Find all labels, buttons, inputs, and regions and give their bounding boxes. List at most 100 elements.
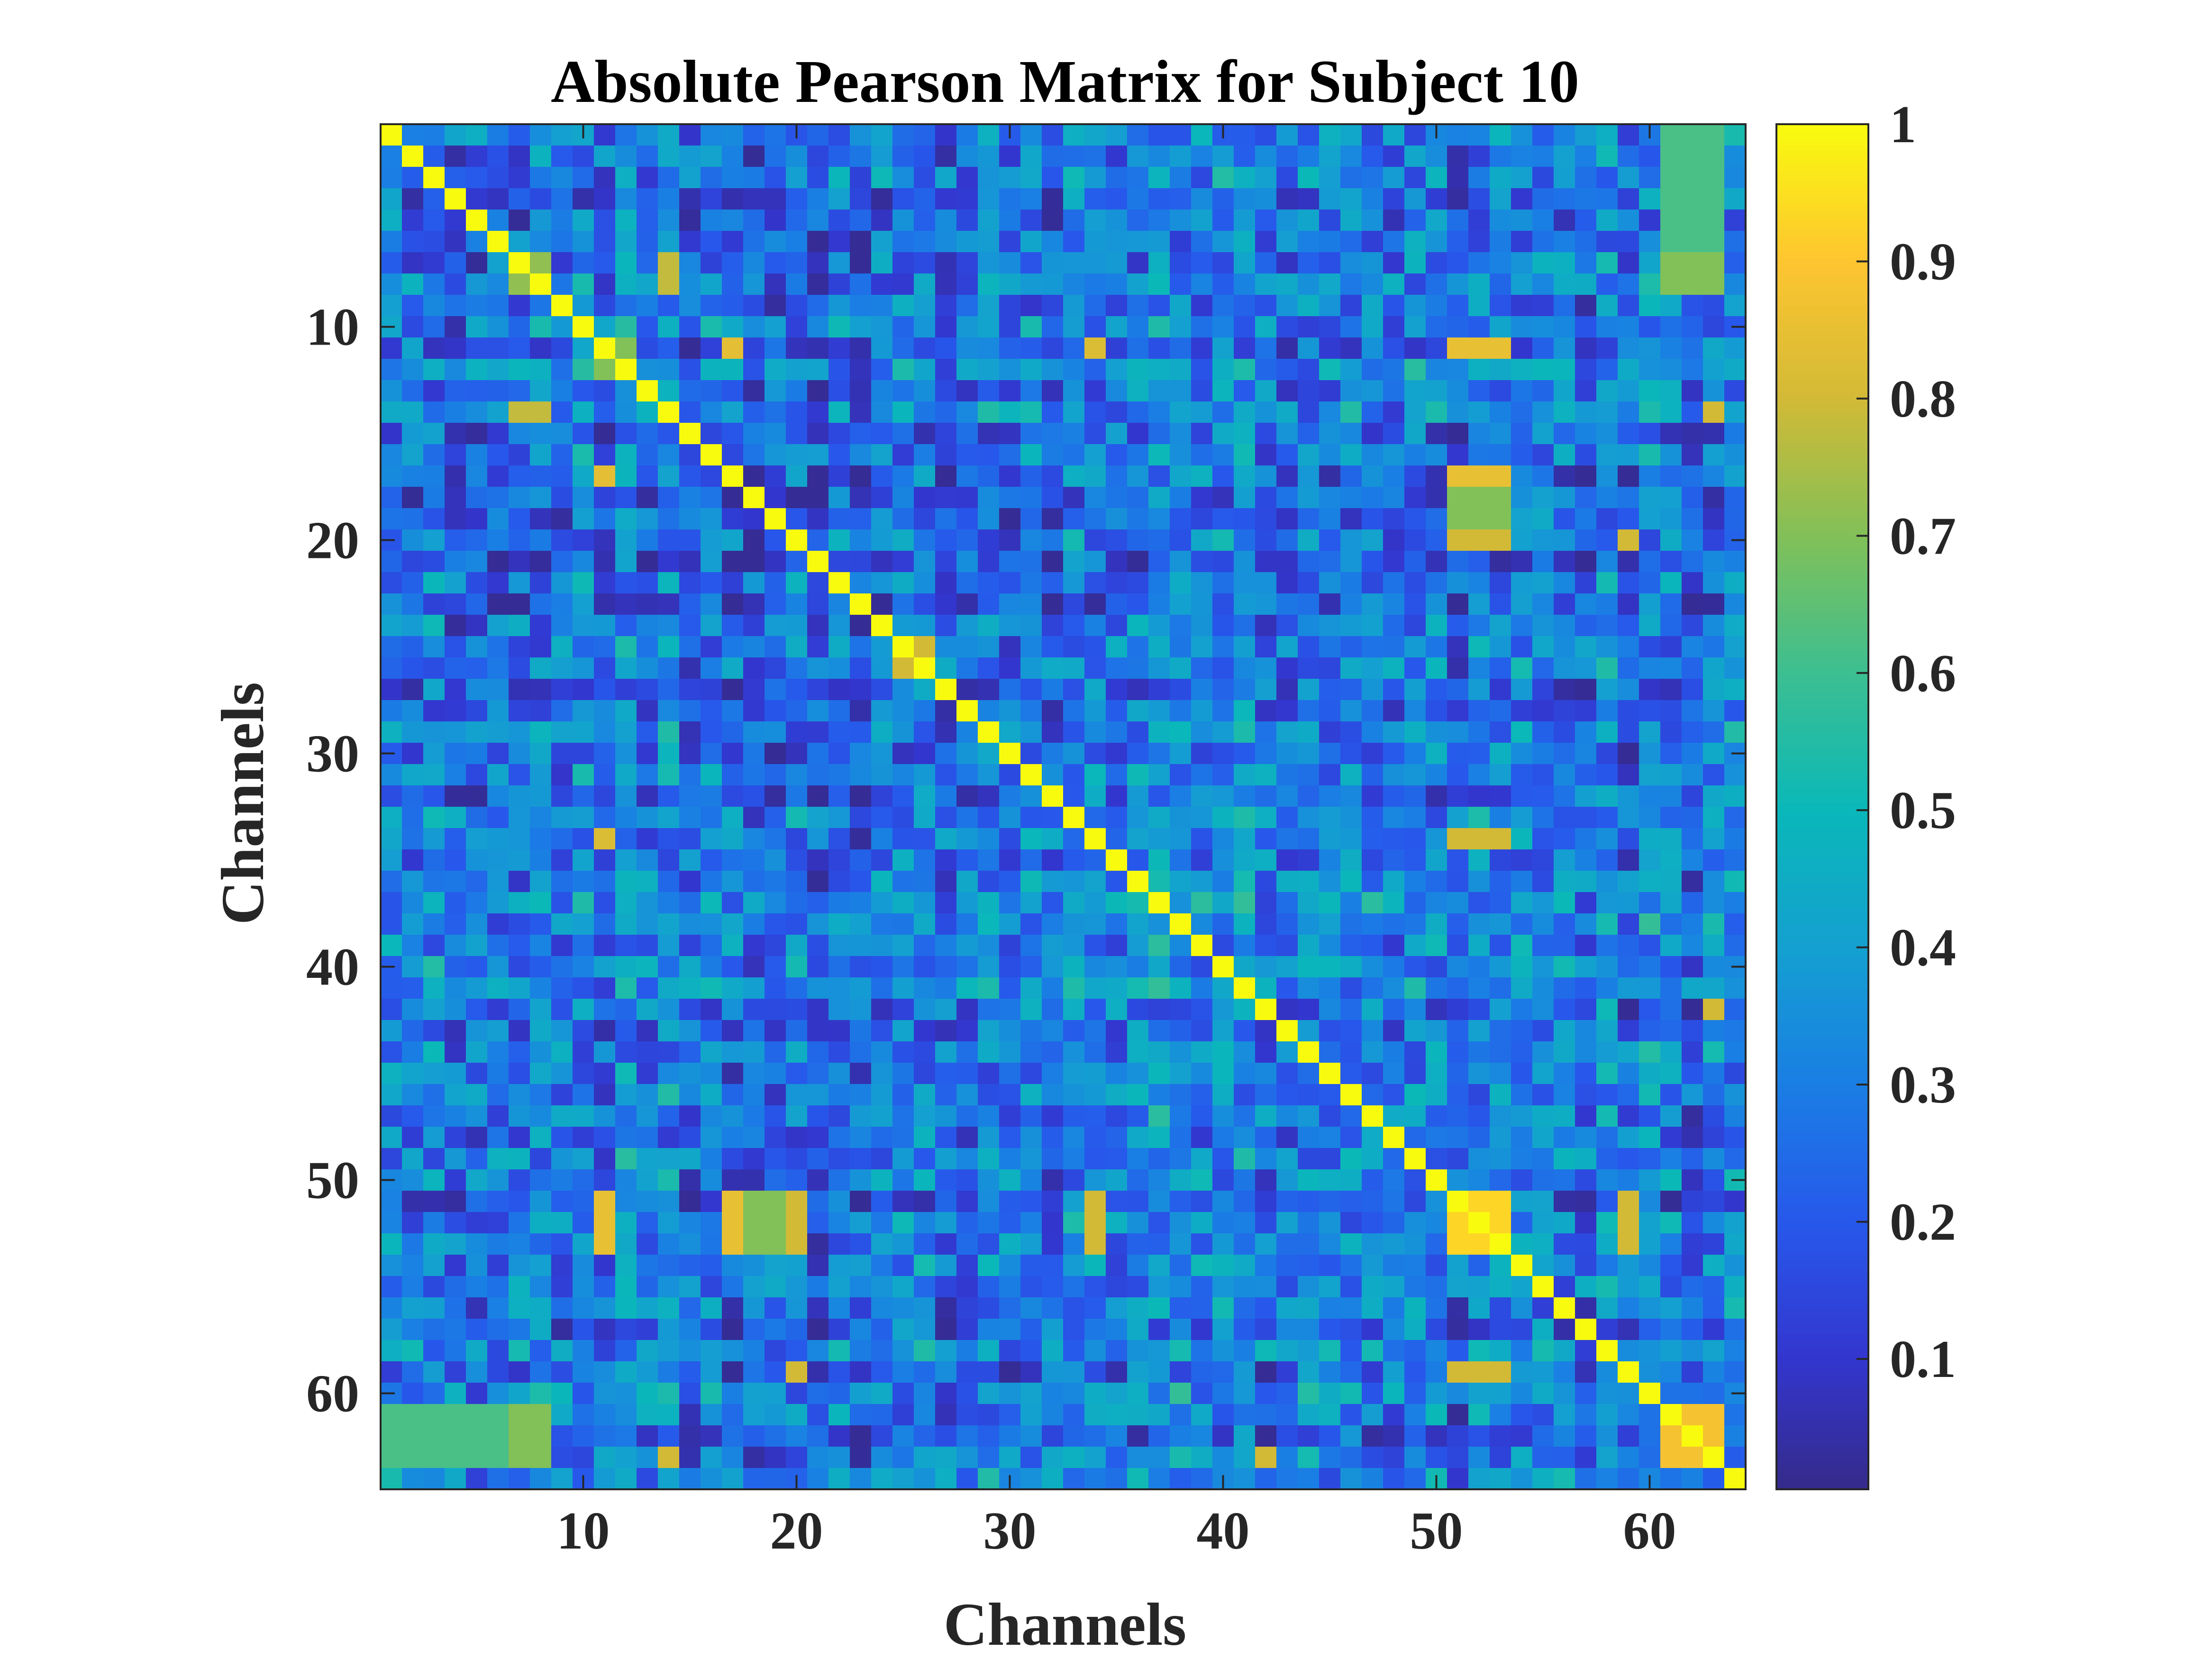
heatmap-cell bbox=[594, 551, 616, 573]
heatmap-cell bbox=[935, 913, 957, 935]
heatmap-cell bbox=[1084, 615, 1106, 637]
heatmap-cell bbox=[615, 1468, 637, 1490]
heatmap-cell bbox=[1404, 977, 1426, 999]
heatmap-cell bbox=[679, 913, 701, 935]
heatmap-cell bbox=[1468, 1404, 1490, 1426]
heatmap-cell bbox=[1511, 1447, 1533, 1468]
colorbar-step bbox=[1776, 780, 1868, 786]
heatmap-cell bbox=[1682, 721, 1703, 743]
colorbar-step bbox=[1776, 279, 1868, 285]
heatmap-cell bbox=[509, 785, 530, 807]
heatmap-cell bbox=[466, 785, 488, 807]
heatmap-cell bbox=[1276, 1041, 1298, 1063]
heatmap-cell bbox=[828, 679, 850, 701]
heatmap-cell bbox=[466, 679, 488, 701]
heatmap-cell bbox=[1468, 913, 1490, 935]
heatmap-cell bbox=[594, 273, 616, 295]
heatmap-cell bbox=[637, 1361, 658, 1383]
heatmap-cell bbox=[637, 1127, 658, 1149]
heatmap-cell bbox=[1170, 1041, 1192, 1063]
heatmap-cell bbox=[637, 1191, 658, 1212]
heatmap-cell bbox=[445, 1148, 466, 1170]
heatmap-cell bbox=[551, 124, 573, 146]
heatmap-cell bbox=[701, 636, 722, 658]
x-tick-label: 20 bbox=[770, 1502, 823, 1560]
heatmap-cell bbox=[999, 210, 1021, 231]
heatmap-cell bbox=[1298, 529, 1320, 551]
heatmap-cell bbox=[1191, 188, 1213, 210]
heatmap-cell bbox=[1127, 892, 1149, 914]
heatmap-cell bbox=[658, 1297, 680, 1319]
heatmap-cell bbox=[743, 465, 765, 487]
heatmap-cell bbox=[1724, 465, 1746, 487]
heatmap-cell bbox=[1724, 679, 1746, 701]
heatmap-cell bbox=[978, 1447, 1000, 1468]
heatmap-cell bbox=[509, 465, 530, 487]
heatmap-cell bbox=[807, 508, 829, 530]
heatmap-cell bbox=[1148, 785, 1170, 807]
heatmap-cell bbox=[1276, 380, 1298, 402]
heatmap-cell bbox=[1426, 1191, 1447, 1212]
heatmap-cell bbox=[1276, 359, 1298, 381]
heatmap-cell bbox=[679, 508, 701, 530]
heatmap-cell bbox=[743, 935, 765, 957]
heatmap-cell bbox=[551, 252, 573, 274]
colorbar-step bbox=[1776, 1153, 1868, 1159]
heatmap-cell bbox=[1682, 124, 1703, 146]
heatmap-cell bbox=[1170, 977, 1192, 999]
heatmap-cell bbox=[1212, 1319, 1234, 1340]
heatmap-cell bbox=[637, 210, 658, 231]
heatmap-cell bbox=[1148, 423, 1170, 445]
heatmap-cell bbox=[1383, 935, 1405, 957]
heatmap-cell bbox=[1596, 679, 1618, 701]
heatmap-cell bbox=[1106, 1041, 1128, 1063]
heatmap-cell bbox=[1660, 1148, 1682, 1170]
heatmap-cell bbox=[871, 423, 893, 445]
heatmap-cell bbox=[1575, 700, 1597, 722]
colorbar-step bbox=[1776, 1367, 1868, 1373]
heatmap-cell bbox=[1319, 1383, 1341, 1404]
heatmap-cell bbox=[1682, 828, 1703, 850]
heatmap-cell bbox=[871, 871, 893, 893]
heatmap-cell bbox=[1063, 1361, 1085, 1383]
heatmap-cell bbox=[1639, 764, 1661, 786]
heatmap-cell bbox=[1362, 231, 1384, 253]
heatmap-cell bbox=[615, 487, 637, 509]
heatmap-cell bbox=[1319, 231, 1341, 253]
heatmap-cell bbox=[637, 273, 658, 295]
heatmap-cell bbox=[658, 380, 680, 402]
heatmap-cell bbox=[1127, 1447, 1149, 1468]
heatmap-cell bbox=[1639, 871, 1661, 893]
heatmap-cell bbox=[1447, 977, 1469, 999]
heatmap-cell bbox=[445, 551, 466, 573]
heatmap-cell bbox=[1106, 465, 1128, 487]
heatmap-cell bbox=[1660, 401, 1682, 423]
heatmap-cell bbox=[956, 1255, 978, 1276]
heatmap-cell bbox=[1618, 892, 1639, 914]
heatmap-cell bbox=[1042, 871, 1064, 893]
heatmap-cell bbox=[637, 231, 658, 253]
heatmap-cell bbox=[1084, 1255, 1106, 1276]
heatmap-cell bbox=[530, 465, 552, 487]
heatmap-cell bbox=[743, 679, 765, 701]
heatmap-cell bbox=[1234, 977, 1256, 999]
colorbar-step bbox=[1776, 1340, 1868, 1346]
heatmap-cell bbox=[615, 807, 637, 829]
heatmap-cell bbox=[530, 1447, 552, 1468]
heatmap-cell bbox=[1127, 1404, 1149, 1426]
heatmap-cell bbox=[1340, 273, 1362, 295]
heatmap-cell bbox=[722, 124, 744, 146]
heatmap-cell bbox=[1404, 359, 1426, 381]
heatmap-cell bbox=[551, 551, 573, 573]
heatmap-cell bbox=[1362, 1084, 1384, 1106]
heatmap-cell bbox=[1511, 1169, 1533, 1191]
heatmap-cell bbox=[914, 273, 936, 295]
heatmap-cell bbox=[892, 1148, 914, 1170]
heatmap-cell bbox=[786, 529, 808, 551]
heatmap-cell bbox=[423, 380, 445, 402]
heatmap-cell bbox=[445, 231, 466, 253]
heatmap-cell bbox=[402, 508, 424, 530]
heatmap-cell bbox=[679, 444, 701, 466]
heatmap-cell bbox=[1362, 295, 1384, 317]
heatmap-cell bbox=[1212, 892, 1234, 914]
